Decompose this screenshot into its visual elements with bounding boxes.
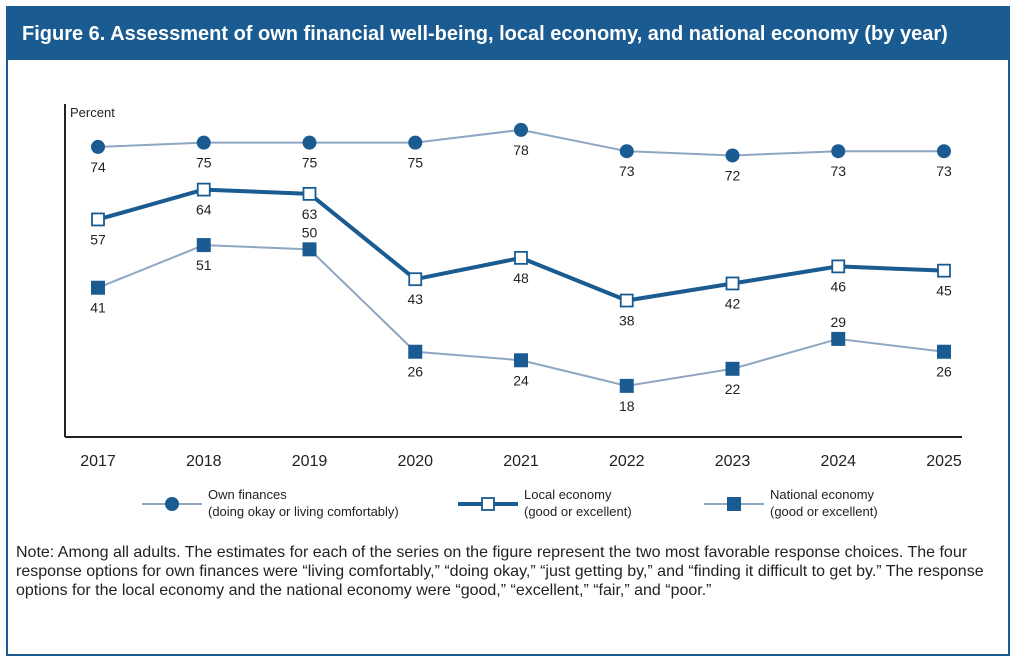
data-label-national: 26 (407, 364, 423, 380)
data-point-national (91, 280, 105, 295)
data-point-own (91, 139, 105, 154)
data-point-own (514, 122, 528, 137)
x-tick-label: 2017 (80, 453, 116, 470)
data-point-national (514, 353, 528, 368)
data-point-national (302, 242, 317, 257)
data-point-national (408, 344, 423, 359)
legend-label-own: Own finances (208, 487, 287, 502)
data-point-own (831, 144, 846, 159)
data-point-national (937, 344, 951, 359)
legend: Own finances (doing okay or living comfor… (142, 487, 878, 519)
data-label-national: 41 (90, 300, 106, 316)
data-label-national: 22 (725, 381, 741, 397)
data-label-local: 48 (513, 270, 529, 286)
x-tick-label: 2021 (503, 453, 539, 470)
data-point-local (619, 293, 634, 308)
data-point-national (619, 378, 634, 393)
data-label-local: 45 (936, 283, 952, 299)
x-tick-label: 2023 (715, 453, 751, 470)
legend-label-local: Local economy (524, 487, 612, 502)
figure-title: Figure 6. Assessment of own financial we… (8, 8, 1008, 60)
data-label-national: 51 (196, 257, 212, 273)
x-tick-label: 2025 (926, 453, 962, 470)
legend-label-national: National economy (770, 487, 875, 502)
data-label-own: 74 (90, 159, 106, 175)
data-point-national (725, 361, 740, 376)
data-point-local (514, 250, 528, 265)
data-point-local (302, 186, 317, 201)
data-label-own: 72 (725, 167, 741, 183)
data-label-national: 29 (830, 314, 846, 330)
data-point-own (408, 135, 423, 150)
data-label-national: 50 (302, 224, 318, 240)
legend-item-own: Own finances (doing okay or living comfor… (142, 487, 399, 519)
data-point-local (91, 212, 105, 227)
series-local: 57 64 63 43 48 38 42 46 45 (90, 182, 952, 329)
data-label-local: 38 (619, 313, 635, 329)
x-tick-label: 2020 (397, 453, 433, 470)
data-label-national: 24 (513, 372, 529, 388)
series-own: 74 75 75 75 78 73 72 73 73 (90, 122, 952, 183)
data-label-national: 18 (619, 398, 635, 414)
data-label-local: 43 (407, 291, 423, 307)
x-tick-label: 2022 (609, 453, 645, 470)
data-label-own: 75 (302, 155, 318, 171)
data-label-local: 57 (90, 231, 106, 247)
data-point-local (196, 182, 211, 197)
data-point-own (725, 148, 740, 163)
legend-sublabel-own: (doing okay or living comfortably) (208, 504, 399, 519)
data-label-local: 42 (725, 295, 741, 311)
data-label-own: 73 (830, 163, 846, 179)
legend-marker-local (481, 497, 495, 511)
data-label-local: 64 (196, 202, 212, 218)
data-label-own: 75 (407, 155, 423, 171)
legend-item-local: Local economy (good or excellent) (458, 487, 632, 519)
data-label-local: 46 (830, 278, 846, 294)
data-point-own (302, 135, 317, 150)
data-label-own: 78 (513, 142, 529, 158)
data-point-own (937, 144, 951, 159)
data-point-national (831, 331, 846, 346)
line-chart: Percent 2017 2018 2019 2020 2021 2022 2023 2024 2… (64, 104, 962, 519)
data-label-own: 73 (936, 163, 952, 179)
x-tick-label: 2024 (820, 453, 856, 470)
data-point-national (196, 238, 211, 253)
data-point-own (619, 144, 634, 159)
x-tick-label: 2019 (292, 453, 328, 470)
figure-note: Note: Among all adults. The estimates fo… (16, 544, 984, 599)
data-label-national: 26 (936, 364, 952, 380)
data-point-local (408, 272, 423, 287)
legend-sublabel-local: (good or excellent) (524, 504, 632, 519)
data-point-local (937, 263, 951, 278)
data-label-own: 73 (619, 163, 635, 179)
y-axis-label: Percent (70, 105, 115, 120)
data-point-local (831, 259, 846, 274)
data-point-local (725, 276, 740, 291)
data-label-own: 75 (196, 155, 212, 171)
x-tick-label: 2018 (186, 453, 222, 470)
data-point-own (196, 135, 211, 150)
series-national: 41 51 50 26 24 18 22 29 26 (90, 224, 952, 414)
data-label-local: 63 (302, 206, 318, 222)
legend-marker-own (165, 497, 179, 511)
legend-item-national: National economy (good or excellent) (704, 487, 878, 519)
legend-marker-national (727, 497, 741, 511)
figure-frame: Figure 6. Assessment of own financial we… (6, 6, 1010, 656)
legend-sublabel-national: (good or excellent) (770, 504, 878, 519)
